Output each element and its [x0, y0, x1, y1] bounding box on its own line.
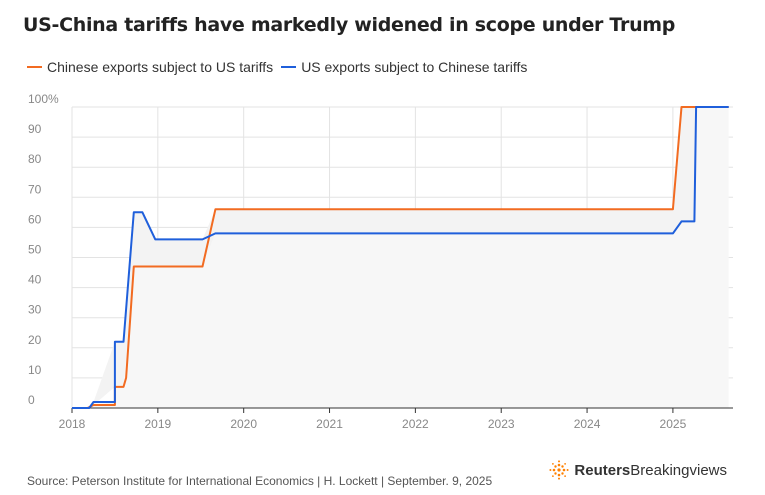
- legend-swatch-chinese-exports: [27, 66, 42, 68]
- legend: Chinese exports subject to US tariffs US…: [27, 59, 535, 75]
- brand-logo: Reuters Breakingviews: [549, 460, 727, 480]
- y-tick-label: 70: [28, 182, 42, 196]
- legend-item-us-exports: US exports subject to Chinese tariffs: [281, 59, 527, 75]
- brand-name-regular: Breakingviews: [630, 461, 727, 479]
- y-tick-label: 20: [28, 333, 42, 347]
- y-tick-label: 10: [28, 363, 42, 377]
- chart-title: US-China tariffs have markedly widened i…: [23, 14, 676, 36]
- y-tick-label: 80: [28, 152, 42, 166]
- series-line-chinese-exports: [72, 106, 729, 409]
- x-tick-label: 2024: [574, 417, 601, 431]
- series-line-us-exports: [72, 106, 729, 409]
- x-tick-label: 2021: [316, 417, 343, 431]
- shaded-base-area: [72, 107, 729, 408]
- legend-swatch-us-exports: [281, 66, 297, 68]
- legend-label-us-exports: US exports subject to Chinese tariffs: [301, 59, 528, 75]
- y-tick-label: 30: [28, 303, 42, 317]
- y-tick-label: 0: [28, 393, 35, 407]
- legend-label-chinese-exports: Chinese exports subject to US tariffs: [47, 59, 274, 75]
- x-tick-label: 2020: [230, 417, 257, 431]
- legend-item-chinese-exports: Chinese exports subject to US tariffs: [27, 59, 273, 75]
- source-note: Source: Peterson Institute for Internati…: [27, 474, 493, 488]
- reuters-dot-logo-icon: [549, 460, 570, 480]
- x-tick-label: 2023: [488, 417, 515, 431]
- y-tick-label: 90: [28, 122, 42, 136]
- y-tick-label: 50: [28, 243, 42, 257]
- x-tick-label: 2018: [59, 417, 86, 431]
- y-tick-label: 60: [28, 212, 42, 226]
- x-tick-label: 2019: [144, 417, 171, 431]
- shaded-gap-area: [72, 107, 729, 408]
- x-tick-label: 2025: [660, 417, 687, 431]
- brand-name-bold: Reuters: [574, 461, 631, 479]
- y-tick-label: 100%: [28, 92, 59, 106]
- y-tick-label: 40: [28, 273, 42, 287]
- x-tick-label: 2022: [402, 417, 429, 431]
